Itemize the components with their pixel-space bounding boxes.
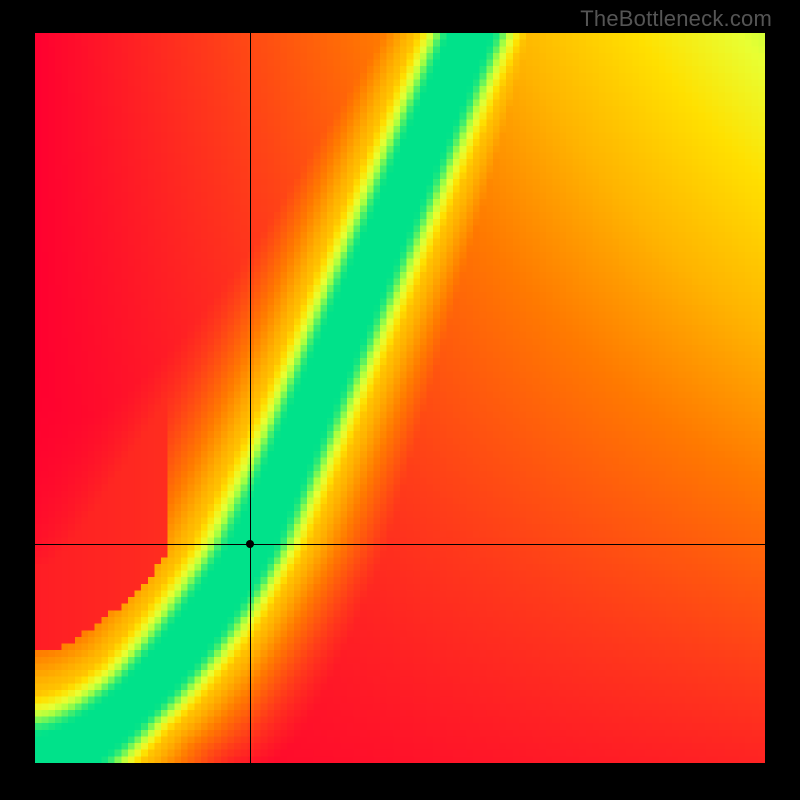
crosshair-horizontal [35, 544, 765, 545]
watermark-text: TheBottleneck.com [580, 6, 772, 32]
chart-container: TheBottleneck.com [0, 0, 800, 800]
crosshair-vertical [250, 33, 251, 763]
plot-area [35, 33, 765, 763]
heatmap-canvas [35, 33, 765, 763]
selection-marker[interactable] [246, 540, 254, 548]
